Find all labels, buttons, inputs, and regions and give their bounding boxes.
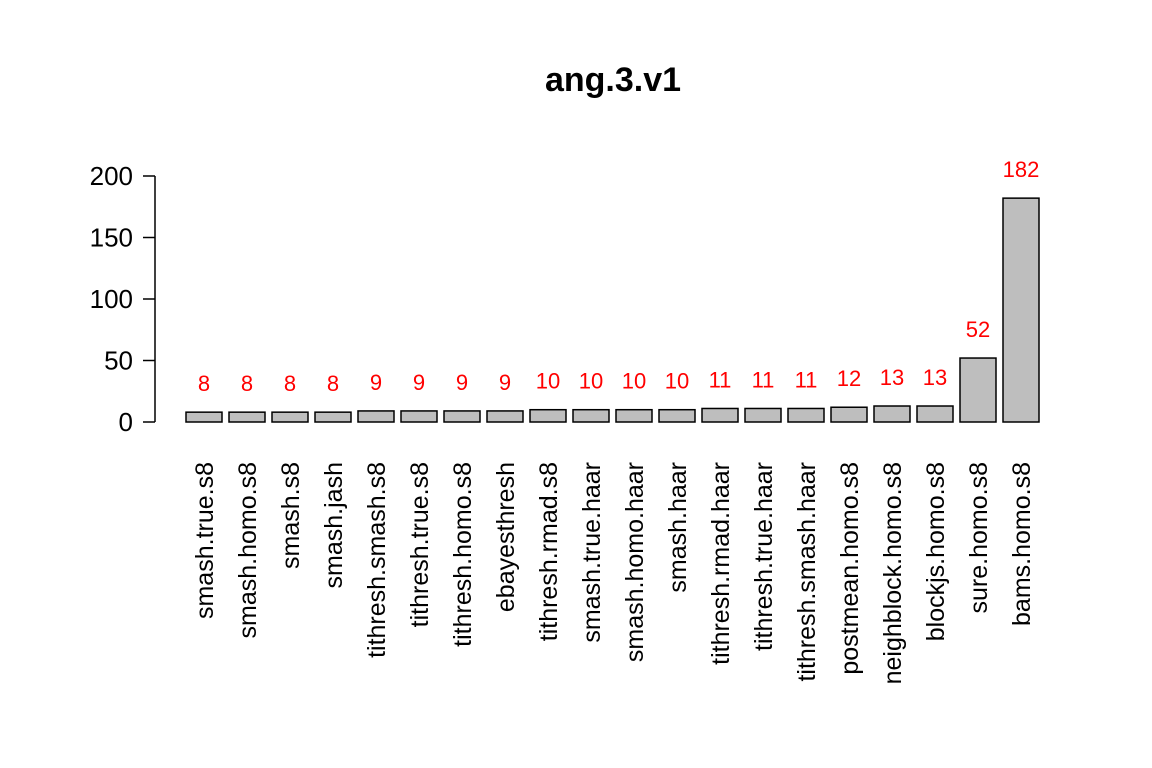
data-label: 8 — [284, 371, 296, 396]
x-tick-label: tithresh.rmad.s8 — [535, 462, 563, 641]
data-label: 11 — [752, 367, 775, 392]
data-label: 9 — [499, 370, 511, 395]
data-label: 8 — [327, 371, 339, 396]
x-tick-label: tithresh.smash.haar — [793, 462, 821, 682]
data-label: 13 — [923, 365, 947, 390]
bar — [185, 411, 223, 423]
x-tick-label: tithresh.true.haar — [750, 462, 778, 651]
bar — [873, 405, 911, 423]
data-label: 10 — [536, 369, 560, 394]
data-label: 12 — [837, 366, 861, 391]
data-label: 8 — [198, 371, 210, 396]
bar — [400, 410, 438, 423]
x-tick-label: blockjs.homo.s8 — [922, 462, 950, 641]
bar — [959, 357, 997, 423]
x-tick-label: neighblock.homo.s8 — [879, 462, 907, 684]
data-labels: 8 8 8 8 9 9 9 9 10 10 10 10 11 11 11 12 13 13 52 182 — [198, 157, 1039, 396]
bar — [357, 410, 395, 423]
x-tick-label: postmean.homo.s8 — [836, 462, 864, 675]
data-label: 182 — [1003, 157, 1040, 182]
bar — [314, 411, 352, 423]
data-label: 9 — [370, 370, 382, 395]
data-label: 9 — [413, 370, 425, 395]
data-label: 11 — [709, 367, 732, 392]
x-tick-label: tithresh.rmad.haar — [707, 462, 735, 665]
bar — [1002, 197, 1040, 423]
bar — [658, 408, 696, 423]
bar — [701, 407, 739, 423]
x-tick-label: smash.true.s8 — [191, 462, 219, 619]
x-tick-label: tithresh.homo.s8 — [449, 462, 477, 647]
data-label: 9 — [456, 370, 468, 395]
x-tick-label: smash.homo.haar — [621, 462, 649, 662]
y-axis: 0 50 100 150 200 — [90, 161, 156, 437]
bar — [486, 410, 524, 423]
bar — [228, 411, 266, 423]
y-tick-label: 200 — [90, 161, 133, 191]
bar — [615, 408, 653, 423]
x-tick-label: sure.homo.s8 — [965, 462, 993, 613]
bar — [787, 407, 825, 423]
x-tick-label: smash.s8 — [277, 462, 305, 569]
x-tick-labels: smash.true.s8 smash.homo.s8 smash.s8 smash.… — [191, 462, 1036, 684]
bar — [830, 406, 868, 423]
y-tick-label: 150 — [90, 223, 133, 253]
data-label: 13 — [880, 365, 904, 390]
x-tick-label: smash.jash — [320, 462, 348, 588]
x-tick-label: bams.homo.s8 — [1008, 462, 1036, 626]
bar — [744, 407, 782, 423]
y-tick-label: 100 — [90, 284, 133, 314]
data-label: 8 — [241, 371, 253, 396]
y-tick-label: 0 — [119, 407, 133, 437]
bar — [443, 410, 481, 423]
x-tick-label: smash.haar — [664, 462, 692, 593]
y-tick-label: 50 — [104, 346, 133, 376]
data-label: 10 — [579, 369, 603, 394]
chart-title: ang.3.v1 — [545, 61, 681, 99]
data-label: 11 — [795, 367, 818, 392]
x-tick-label: smash.homo.s8 — [234, 462, 262, 638]
bars — [185, 197, 1040, 423]
bar — [529, 408, 567, 423]
x-tick-label: ebayesthresh — [492, 462, 520, 612]
x-tick-label: smash.true.haar — [578, 462, 606, 643]
data-label: 52 — [966, 317, 990, 342]
bar — [916, 405, 954, 423]
data-label: 10 — [622, 369, 646, 394]
bar — [572, 408, 610, 423]
data-label: 10 — [665, 369, 689, 394]
bar — [271, 411, 309, 423]
x-tick-label: tithresh.smash.s8 — [363, 462, 391, 658]
x-tick-label: tithresh.true.s8 — [406, 462, 434, 627]
